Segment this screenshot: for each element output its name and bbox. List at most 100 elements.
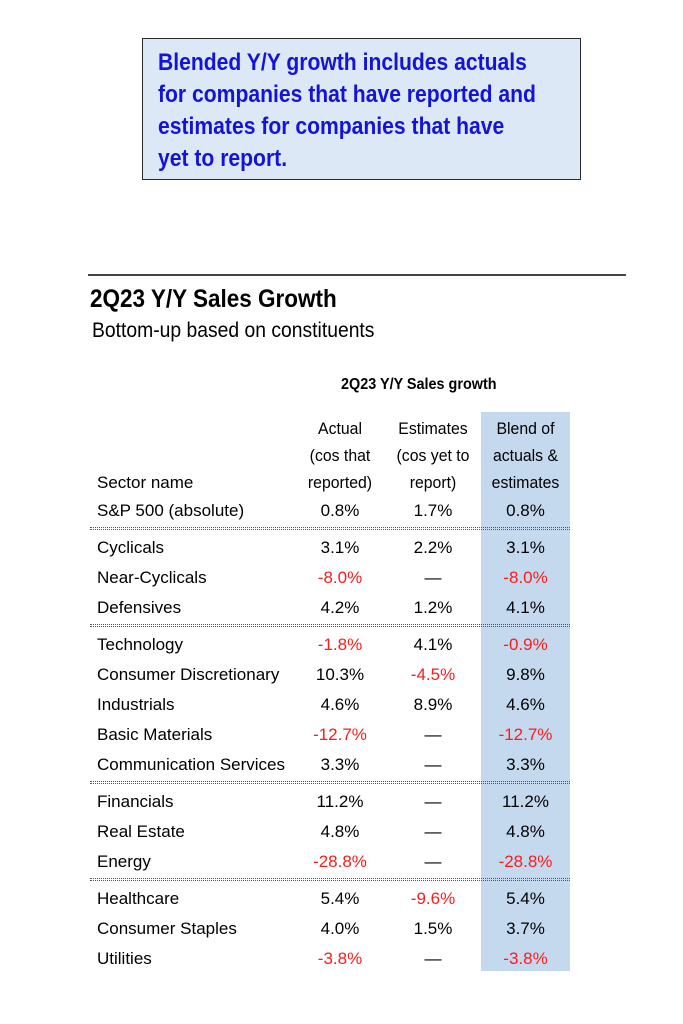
actual-value: 4.8% bbox=[320, 822, 360, 841]
estimates-value: — bbox=[424, 725, 442, 744]
table-row: Industrials 4.6% 8.9% 4.6% bbox=[0, 690, 683, 720]
blend-value: 11.2% bbox=[502, 792, 549, 811]
page-subtitle: Bottom-up based on constituents bbox=[92, 319, 375, 342]
estimates-value: — bbox=[424, 755, 442, 774]
actual-value: -28.8% bbox=[313, 852, 367, 871]
table-row: Financials 11.2% — 11.2% bbox=[0, 787, 683, 817]
table-row: Communication Services 3.3% — 3.3% bbox=[0, 750, 683, 780]
row-divider bbox=[90, 878, 570, 881]
header-actual-line: Actual bbox=[318, 419, 362, 438]
sector-name: Utilities bbox=[97, 949, 152, 968]
actual-value: 5.4% bbox=[320, 889, 360, 908]
actual-value: 4.2% bbox=[320, 598, 360, 617]
header-sector: Sector name bbox=[97, 473, 194, 492]
table-row: Utilities -3.8% — -3.8% bbox=[0, 944, 683, 974]
actual-value: -8.0% bbox=[317, 568, 363, 587]
table-row: Basic Materials -12.7% — -12.7% bbox=[0, 720, 683, 750]
blend-value: 3.7% bbox=[506, 919, 545, 938]
blend-column-highlight bbox=[481, 412, 570, 971]
table-row: S&P 500 (absolute) 0.8% 1.7% 0.8% bbox=[0, 496, 683, 526]
sector-name: S&P 500 (absolute) bbox=[97, 501, 245, 520]
row-divider bbox=[90, 527, 570, 530]
callout-line: yet to report. bbox=[158, 145, 288, 172]
callout-line: for companies that have reported and bbox=[158, 81, 536, 108]
table-row: Consumer Discretionary 10.3% -4.5% 9.8% bbox=[0, 660, 683, 690]
estimates-value: — bbox=[424, 568, 442, 587]
sector-name: Financials bbox=[97, 792, 174, 811]
blend-value: -8.0% bbox=[503, 568, 548, 587]
actual-value: 3.3% bbox=[320, 755, 360, 774]
actual-value: 11.2% bbox=[316, 792, 364, 811]
estimates-value: 8.9% bbox=[413, 695, 453, 714]
header-blend-line: Blend of bbox=[496, 419, 555, 438]
header-estimates-line: (cos yet to bbox=[396, 446, 470, 465]
blend-value: -28.8% bbox=[498, 852, 553, 871]
header-estimates-line: Estimates bbox=[398, 419, 468, 438]
blend-value: 5.4% bbox=[506, 889, 545, 908]
estimates-value: -4.5% bbox=[410, 665, 456, 684]
header-actual-line: (cos that bbox=[309, 446, 371, 465]
estimates-value: 2.2% bbox=[413, 538, 453, 557]
table-row: Healthcare 5.4% -9.6% 5.4% bbox=[0, 884, 683, 914]
estimates-value: 4.1% bbox=[413, 635, 453, 654]
table-row: Defensives 4.2% 1.2% 4.1% bbox=[0, 593, 683, 623]
sector-name: Energy bbox=[97, 852, 151, 871]
table-row: Energy -28.8% — -28.8% bbox=[0, 847, 683, 877]
estimates-value: -9.6% bbox=[410, 889, 456, 908]
table-row: Cyclicals 3.1% 2.2% 3.1% bbox=[0, 533, 683, 563]
sector-name: Healthcare bbox=[97, 889, 180, 908]
sector-name: Consumer Discretionary bbox=[97, 665, 280, 684]
sector-name: Basic Materials bbox=[97, 725, 213, 744]
blend-value: -0.9% bbox=[503, 635, 548, 654]
estimates-value: — bbox=[424, 822, 442, 841]
callout-text: Blended Y/Y growth includes actuals for … bbox=[158, 47, 589, 175]
table-row: Consumer Staples 4.0% 1.5% 3.7% bbox=[0, 914, 683, 944]
sector-name: Near-Cyclicals bbox=[97, 568, 207, 587]
estimates-value: — bbox=[424, 792, 442, 811]
table-row: Near-Cyclicals -8.0% — -8.0% bbox=[0, 563, 683, 593]
estimates-value: 1.7% bbox=[413, 501, 453, 520]
sector-name: Technology bbox=[97, 635, 184, 654]
callout-box: Blended Y/Y growth includes actuals for … bbox=[142, 38, 581, 180]
sector-name: Consumer Staples bbox=[97, 919, 237, 938]
actual-value: -3.8% bbox=[317, 949, 363, 968]
callout-line: Blended Y/Y growth includes actuals bbox=[158, 49, 527, 76]
blend-value: -12.7% bbox=[498, 725, 553, 744]
sector-name: Industrials bbox=[97, 695, 175, 714]
actual-value: 10.3% bbox=[315, 665, 365, 684]
blend-value: 4.6% bbox=[506, 695, 545, 714]
actual-value: 3.1% bbox=[320, 538, 360, 557]
actual-value: 4.6% bbox=[320, 695, 360, 714]
actual-value: 4.0% bbox=[320, 919, 360, 938]
row-divider bbox=[90, 624, 570, 627]
header-blend: Blend of actuals & estimates bbox=[484, 415, 567, 496]
blend-value: 4.1% bbox=[506, 598, 545, 617]
sector-name: Defensives bbox=[97, 598, 182, 617]
row-divider bbox=[90, 781, 570, 784]
table-row: Technology -1.8% 4.1% -0.9% bbox=[0, 630, 683, 660]
blend-value: -3.8% bbox=[503, 949, 548, 968]
estimates-value: 1.2% bbox=[413, 598, 453, 617]
sector-name: Communication Services bbox=[97, 755, 286, 774]
actual-value: -12.7% bbox=[313, 725, 367, 744]
header-estimates-line: report) bbox=[409, 473, 457, 492]
estimates-value: — bbox=[424, 949, 442, 968]
blend-value: 4.8% bbox=[506, 822, 545, 841]
header-actual-line: reported) bbox=[307, 473, 373, 492]
blend-value: 3.1% bbox=[506, 538, 545, 557]
page-title: 2Q23 Y/Y Sales Growth bbox=[90, 285, 337, 313]
estimates-value: — bbox=[424, 852, 442, 871]
sector-name: Cyclicals bbox=[97, 538, 165, 557]
header-blend-line: actuals & bbox=[492, 446, 559, 465]
table-row: Real Estate 4.8% — 4.8% bbox=[0, 817, 683, 847]
actual-value: 0.8% bbox=[320, 501, 360, 520]
table-group-header: 2Q23 Y/Y Sales growth bbox=[341, 376, 497, 393]
header-actual: Actual (cos that reported) bbox=[303, 415, 377, 496]
title-rule bbox=[88, 274, 626, 276]
actual-value: -1.8% bbox=[317, 635, 363, 654]
blend-value: 0.8% bbox=[506, 501, 545, 520]
sector-name: Real Estate bbox=[97, 822, 185, 841]
blend-value: 3.3% bbox=[506, 755, 545, 774]
header-blend-line: estimates bbox=[491, 473, 560, 492]
estimates-value: 1.5% bbox=[413, 919, 453, 938]
